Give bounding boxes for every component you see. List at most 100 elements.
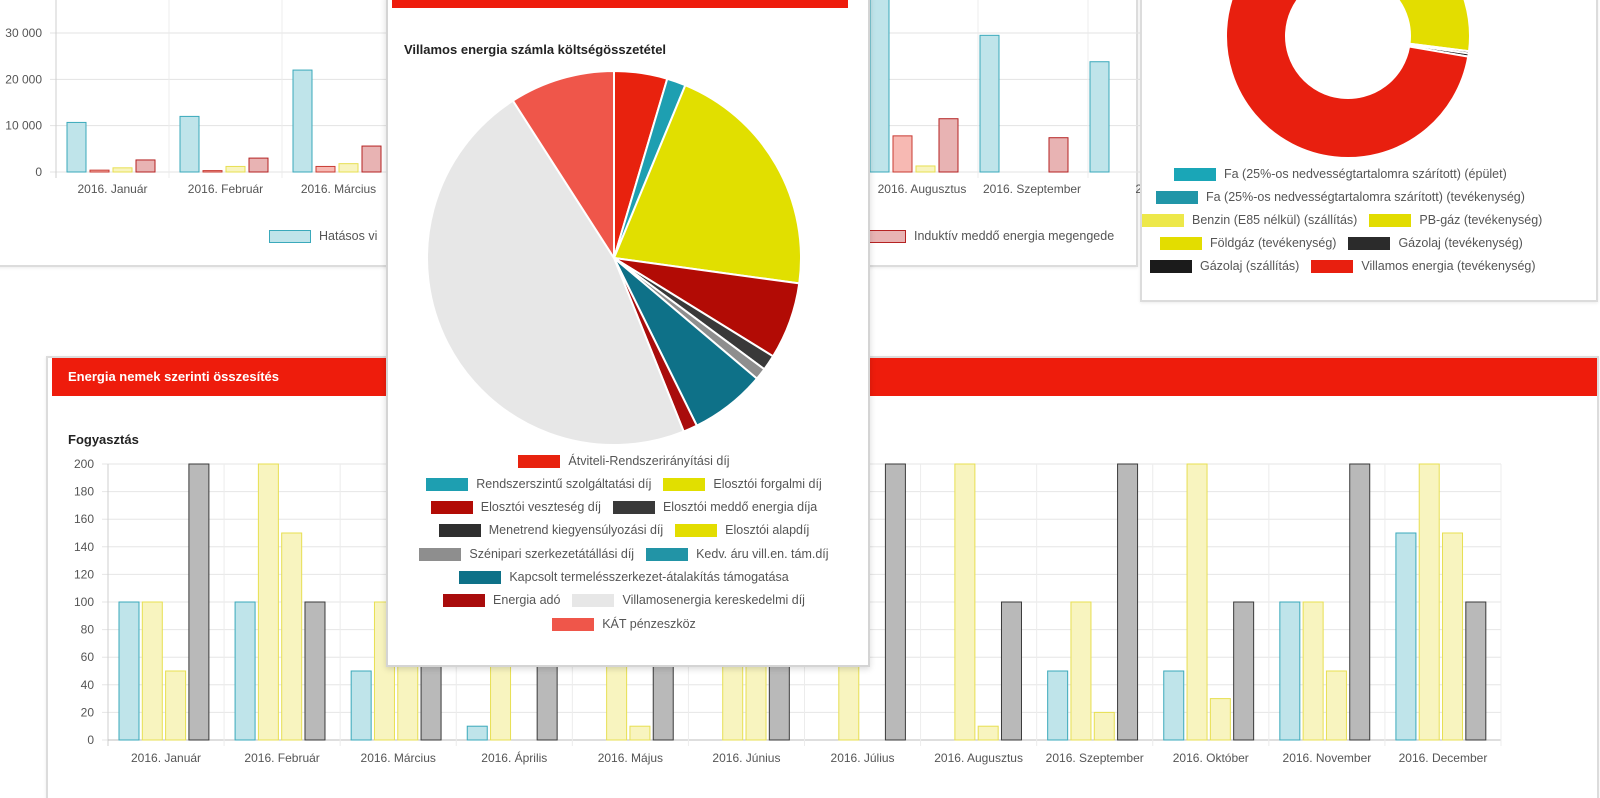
x-tick-label: 2016. Október [1173, 751, 1249, 765]
monthly-consumption-bar-chart: 0 20 40 60 80 100 120 140 160 180 200 2016. Január 2… [74, 457, 1502, 765]
bar [350, 670, 372, 741]
bar [1117, 463, 1139, 741]
legend-label[interactable]: Menetrend kiegyensúlyozási díj [488, 523, 664, 537]
consumption-chart-card-left: 30 000 20 000 10 000 0 2016. Január 2016. Feb… [0, 0, 396, 267]
x-tick-label: 2016. Szeptember [1046, 751, 1144, 765]
legend-swatch[interactable] [518, 454, 561, 468]
bar [1209, 698, 1231, 741]
x-tick-label: 2016. Május [598, 751, 663, 765]
legend-label[interactable]: Gázolaj (tevékenység) [1398, 236, 1523, 250]
legend-swatch[interactable] [1142, 213, 1184, 227]
pie-slice [511, 69, 615, 262]
x-tick-label: 2016. Március [361, 751, 436, 765]
donut-slice [1397, 0, 1471, 53]
electricity-bill-breakdown-card: Villamos energia számla költségösszetéte… [386, 0, 870, 667]
legend-swatch[interactable] [443, 593, 486, 607]
legend-label[interactable]: Elosztói alapdíj [725, 523, 810, 537]
legend-swatch[interactable] [1369, 213, 1412, 227]
bar [915, 165, 936, 173]
bar [1070, 601, 1092, 741]
legend-swatch [269, 229, 311, 243]
legend-label: Hatásos vi [319, 229, 378, 243]
legend-label[interactable]: Szénipari szerkezetátállási díj [469, 547, 635, 561]
top-mid-legend[interactable]: Induktív meddő energia megengede [864, 229, 1126, 243]
legend-label[interactable]: Elosztói veszteség díj [480, 500, 601, 514]
legend-swatch[interactable] [1160, 236, 1202, 250]
bar [629, 725, 651, 741]
legend-swatch[interactable] [663, 477, 706, 491]
y-tick-label: 20 000 [5, 72, 42, 86]
legend-label[interactable]: Kedv. áru vill.en. tám.díj [696, 547, 829, 561]
legend-label[interactable]: Elosztói meddő energia díja [662, 500, 818, 514]
x-tick-label: 2016. Augusztus [934, 751, 1023, 765]
y-tick-label: 200 [74, 457, 94, 471]
energy-mix-donut-chart [1225, 0, 1471, 159]
legend-swatch[interactable] [646, 547, 689, 561]
donut-legend-row: Fa (25%-os nedvességtartalomra szárított… [1156, 190, 1537, 204]
card-header-strip [392, 0, 848, 8]
bar [188, 463, 210, 741]
pie-legend-row: Rendszerszintű szolgáltatási díj Elosztói… [388, 477, 872, 491]
y-tick-label: 20 [81, 705, 95, 719]
x-tick-label: 2016. Március [301, 182, 376, 196]
legend-label[interactable]: Fa (25%-os nedvességtartalomra szárított… [1206, 190, 1525, 204]
legend-label[interactable]: Rendszerszintű szolgáltatási díj [476, 477, 652, 491]
legend-swatch[interactable] [572, 593, 615, 607]
x-tick-label: 2016. December [1399, 751, 1488, 765]
bar [1047, 670, 1069, 741]
bar [281, 532, 303, 741]
legend-swatch[interactable] [612, 500, 655, 514]
legend-swatch[interactable] [426, 477, 469, 491]
legend-swatch[interactable] [552, 617, 595, 631]
legend-label[interactable]: Villamos energia (tevékenység) [1361, 259, 1536, 273]
x-tick-label: 2016. Április [481, 750, 547, 765]
top-mid-bar-chart: 2016. Augusztus 2016. Szeptember 20 [870, 0, 1140, 196]
bar [257, 463, 279, 741]
y-tick-label: 30 000 [5, 26, 42, 40]
legend-swatch[interactable] [675, 523, 718, 537]
legend-label[interactable]: Kapcsolt termelésszerkezet-átalakítás tá… [509, 570, 789, 584]
x-tick-label: 20 [1135, 182, 1140, 196]
legend-label[interactable]: Benzin (E85 nélkül) (szállítás) [1192, 213, 1358, 227]
bar [66, 121, 87, 173]
legend-label[interactable]: Villamosenergia kereskedelmi díj [622, 593, 805, 607]
legend-swatch[interactable] [1150, 259, 1192, 273]
bar [135, 159, 156, 173]
legend-swatch[interactable] [419, 547, 462, 561]
legend-swatch[interactable] [1311, 259, 1354, 273]
legend-label[interactable]: PB-gáz (tevékenység) [1419, 213, 1543, 227]
pie-legend-row: Elosztói veszteség díj Elosztói meddő ene… [388, 500, 872, 514]
y-tick-label: 60 [81, 650, 95, 664]
legend-swatch[interactable] [438, 523, 481, 537]
legend-label[interactable]: Gázolaj (szállítás) [1200, 259, 1300, 273]
bar [1186, 463, 1208, 741]
top-left-legend[interactable]: Hatásos vi [269, 229, 389, 243]
legend-label[interactable]: Energia adó [493, 593, 561, 607]
legend-swatch[interactable] [1156, 190, 1198, 204]
legend-swatch[interactable] [430, 500, 473, 514]
legend-swatch[interactable] [1174, 167, 1216, 181]
legend-label[interactable]: KÁT pénzeszköz [602, 617, 696, 631]
bar [315, 165, 336, 173]
bar [1442, 532, 1464, 741]
donut-legend-row: Gázolaj (szállítás) Villamos energia (tev… [1150, 259, 1548, 273]
legend-label[interactable]: Elosztói forgalmi díj [713, 477, 822, 491]
x-tick-label: 2016. Június [712, 751, 780, 765]
bar [225, 165, 246, 173]
bar [234, 601, 256, 741]
bar [1233, 601, 1255, 741]
bar [1279, 601, 1301, 741]
legend-label[interactable]: Földgáz (tevékenység) [1210, 236, 1337, 250]
donut-legend-row: Földgáz (tevékenység) Gázolaj (tevékenysé… [1160, 236, 1535, 250]
bar [165, 670, 187, 741]
legend-swatch[interactable] [459, 570, 502, 584]
legend-swatch[interactable] [1348, 236, 1391, 250]
legend-label[interactable]: Fa (25%-os nedvességtartalomra szárított… [1224, 167, 1507, 181]
y-tick-label: 180 [74, 485, 94, 499]
x-tick-label: 2016. Január [77, 182, 147, 196]
bar [954, 463, 976, 741]
y-tick-label: 40 [81, 678, 95, 692]
legend-label[interactable]: Átviteli-Rendszerirányítási díj [568, 454, 730, 468]
x-tick-label: 2016. Január [131, 751, 201, 765]
bar [361, 145, 382, 173]
